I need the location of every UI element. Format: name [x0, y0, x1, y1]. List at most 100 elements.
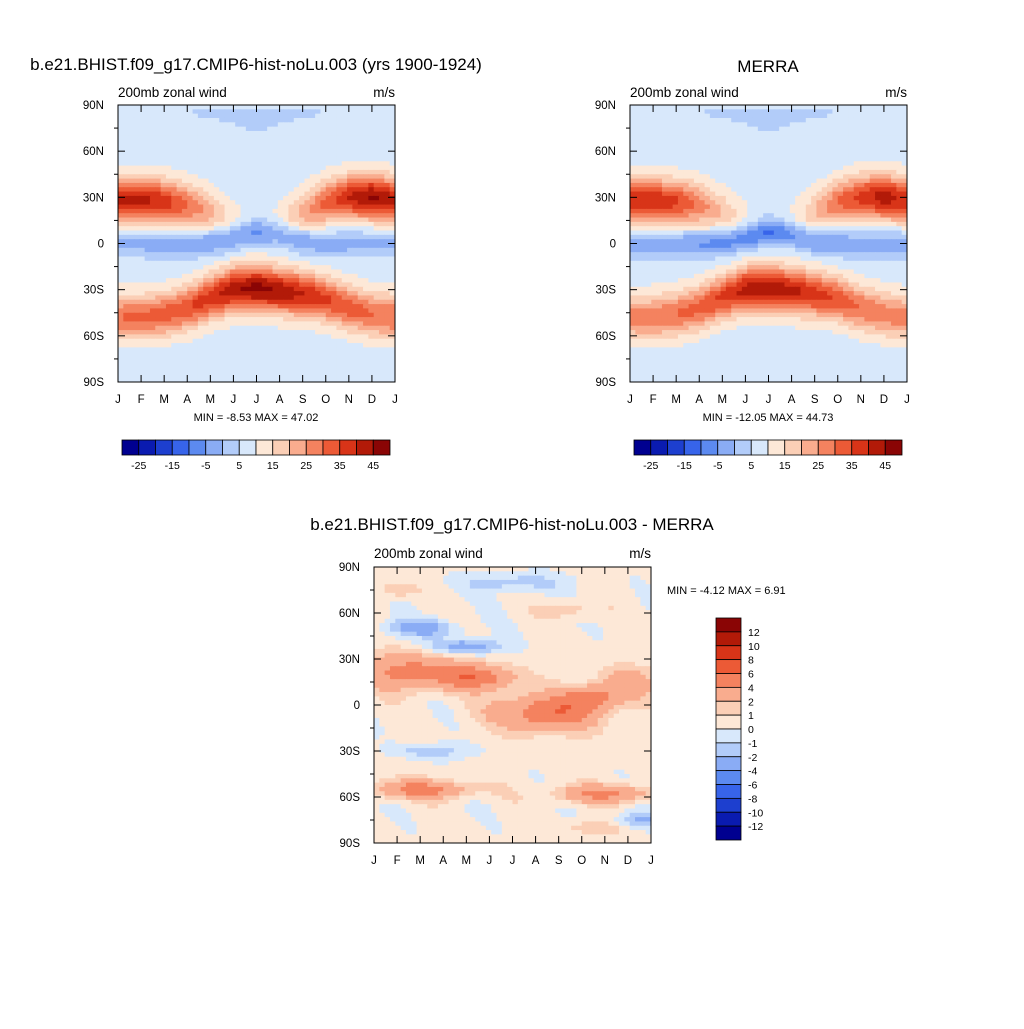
field-cell	[283, 114, 289, 119]
field-cell	[374, 360, 380, 365]
field-cell	[219, 334, 225, 339]
field-cell	[182, 287, 188, 292]
field-cell	[737, 187, 743, 192]
field-cell	[123, 235, 129, 240]
field-cell	[347, 261, 353, 266]
field-cell	[225, 326, 231, 331]
field-cell	[710, 205, 716, 210]
field-cell	[288, 360, 294, 365]
field-cell	[657, 196, 663, 201]
field-cell	[864, 122, 870, 127]
field-cell	[891, 109, 897, 114]
field-cell	[667, 153, 673, 158]
field-cell	[262, 308, 268, 313]
field-cell	[118, 174, 124, 179]
field-cell	[299, 326, 305, 331]
field-cell	[241, 265, 247, 270]
field-cell	[737, 144, 743, 149]
field-cell	[139, 183, 145, 188]
field-cell	[304, 187, 310, 192]
field-cell	[838, 213, 844, 218]
field-cell	[294, 174, 300, 179]
field-cell	[187, 248, 193, 253]
field-cell	[721, 131, 727, 136]
field-cell	[150, 114, 156, 119]
field-cell	[251, 287, 257, 292]
field-cell	[299, 148, 305, 153]
field-cell	[342, 127, 348, 132]
field-cell	[811, 166, 817, 171]
field-cell	[182, 122, 188, 127]
field-cell	[267, 213, 273, 218]
field-cell	[150, 334, 156, 339]
colorbar-label: 25	[300, 460, 312, 472]
field-cell	[214, 196, 220, 201]
field-cell	[145, 174, 151, 179]
field-cell	[374, 352, 380, 357]
field-cell	[347, 252, 353, 257]
field-cell	[374, 105, 380, 110]
field-cell	[155, 144, 161, 149]
field-cell	[721, 140, 727, 145]
field-cell	[811, 174, 817, 179]
field-cell	[193, 109, 199, 114]
field-cell	[219, 192, 225, 197]
field-cell	[816, 222, 822, 227]
field-cell	[641, 231, 647, 236]
field-cell	[241, 360, 247, 365]
field-cell	[715, 205, 721, 210]
field-cell	[235, 114, 241, 119]
field-cell	[368, 265, 374, 270]
field-cell	[662, 179, 668, 184]
field-cell	[379, 343, 385, 348]
field-cell	[358, 269, 364, 274]
field-cell	[331, 252, 337, 257]
field-cell	[129, 231, 135, 236]
field-cell	[374, 317, 380, 322]
field-cell	[283, 226, 289, 231]
field-cell	[283, 179, 289, 184]
field-cell	[875, 192, 881, 197]
field-cell	[203, 330, 209, 335]
field-cell	[379, 269, 385, 274]
field-cell	[880, 109, 886, 114]
field-cell	[177, 282, 183, 287]
field-cell	[123, 127, 129, 132]
field-cell	[779, 187, 785, 192]
field-cell	[251, 330, 257, 335]
field-cell	[779, 205, 785, 210]
field-cell	[283, 109, 289, 114]
field-cell	[667, 114, 673, 119]
field-cell	[193, 144, 199, 149]
field-cell	[171, 183, 177, 188]
field-cell	[272, 295, 278, 300]
field-cell	[800, 157, 806, 162]
field-cell	[187, 291, 193, 296]
field-cell	[251, 347, 257, 352]
field-cell	[774, 192, 780, 197]
field-cell	[635, 114, 641, 119]
field-cell	[368, 127, 374, 132]
field-cell	[358, 218, 364, 223]
field-cell	[251, 205, 257, 210]
field-cell	[731, 179, 737, 184]
field-cell	[294, 300, 300, 305]
field-cell	[886, 109, 892, 114]
field-cell	[875, 200, 881, 205]
field-cell	[145, 339, 151, 344]
field-cell	[875, 183, 881, 188]
field-cell	[272, 334, 278, 339]
field-cell	[870, 118, 876, 123]
field-cell	[134, 170, 140, 175]
field-cell	[182, 265, 188, 270]
field-cell	[859, 144, 865, 149]
field-cell	[161, 287, 167, 292]
field-cell	[352, 105, 358, 110]
field-cell	[347, 109, 353, 114]
field-cell	[731, 205, 737, 210]
field-cell	[145, 170, 151, 175]
field-cell	[139, 218, 145, 223]
field-cell	[182, 161, 188, 166]
field-cell	[763, 179, 769, 184]
field-cell	[187, 161, 193, 166]
